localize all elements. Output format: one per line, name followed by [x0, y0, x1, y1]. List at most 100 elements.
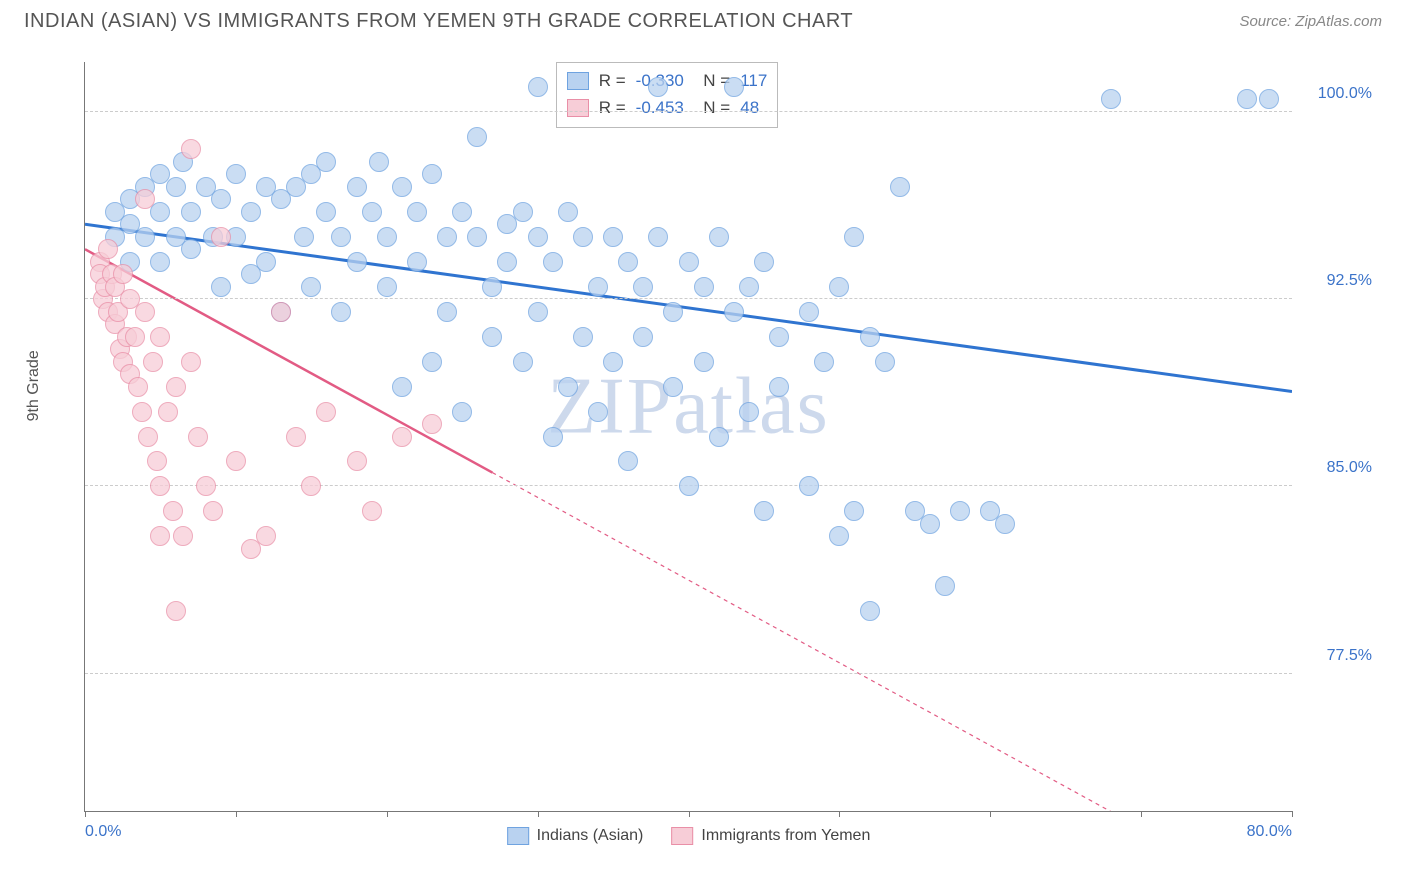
scatter-point: [558, 377, 578, 397]
scatter-point: [528, 227, 548, 247]
scatter-point: [769, 377, 789, 397]
scatter-point: [754, 501, 774, 521]
xtick: [1141, 811, 1142, 817]
scatter-point: [135, 189, 155, 209]
stat-r-label: R =: [599, 67, 626, 94]
scatter-point: [452, 202, 472, 222]
scatter-point: [211, 189, 231, 209]
scatter-point: [331, 227, 351, 247]
scatter-point: [181, 352, 201, 372]
scatter-point: [256, 252, 276, 272]
scatter-point: [679, 476, 699, 496]
scatter-point: [663, 302, 683, 322]
scatter-point: [143, 352, 163, 372]
scatter-point: [392, 177, 412, 197]
scatter-point: [135, 302, 155, 322]
xtick: [1292, 811, 1293, 817]
xtick: [839, 811, 840, 817]
scatter-point: [573, 227, 593, 247]
ytick-label: 77.5%: [1302, 647, 1372, 665]
scatter-point: [150, 252, 170, 272]
scatter-point: [211, 227, 231, 247]
scatter-point: [150, 526, 170, 546]
scatter-point: [377, 227, 397, 247]
scatter-point: [422, 352, 442, 372]
series-swatch: [567, 72, 589, 90]
scatter-point: [113, 264, 133, 284]
xtick: [236, 811, 237, 817]
scatter-point: [739, 277, 759, 297]
scatter-point: [173, 526, 193, 546]
scatter-point: [724, 77, 744, 97]
scatter-point: [362, 501, 382, 521]
stat-n-value: 117: [740, 67, 767, 94]
scatter-point: [347, 451, 367, 471]
gridline-h: [85, 111, 1292, 112]
legend-item: Immigrants from Yemen: [671, 827, 870, 845]
scatter-point: [995, 514, 1015, 534]
scatter-point: [150, 327, 170, 347]
scatter-point: [181, 139, 201, 159]
ytick-label: 100.0%: [1302, 85, 1372, 103]
series-swatch: [567, 99, 589, 117]
ytick-label: 85.0%: [1302, 459, 1372, 477]
scatter-point: [369, 152, 389, 172]
scatter-point: [573, 327, 593, 347]
scatter-point: [392, 427, 412, 447]
legend-label: Immigrants from Yemen: [701, 827, 870, 845]
scatter-point: [407, 202, 427, 222]
scatter-point: [347, 252, 367, 272]
scatter-point: [135, 227, 155, 247]
scatter-point: [362, 202, 382, 222]
stats-legend-box: R =-0.330 N =117R =-0.453 N =48: [556, 62, 779, 128]
scatter-point: [163, 501, 183, 521]
x-max-label: 80.0%: [1247, 823, 1292, 841]
scatter-point: [158, 402, 178, 422]
legend-label: Indians (Asian): [537, 827, 644, 845]
scatter-point: [860, 327, 880, 347]
scatter-point: [844, 501, 864, 521]
scatter-point: [301, 277, 321, 297]
chart-source: Source: ZipAtlas.com: [1239, 13, 1382, 30]
scatter-point: [709, 227, 729, 247]
scatter-point: [125, 327, 145, 347]
scatter-point: [482, 277, 502, 297]
scatter-point: [188, 427, 208, 447]
chart-container: 9th Grade ZIPatlas R =-0.330 N =117R =-0…: [24, 44, 1382, 852]
gridline-h: [85, 673, 1292, 674]
scatter-point: [633, 327, 653, 347]
scatter-point: [694, 352, 714, 372]
scatter-point: [618, 451, 638, 471]
scatter-point: [211, 277, 231, 297]
scatter-point: [482, 327, 502, 347]
scatter-point: [166, 601, 186, 621]
scatter-point: [331, 302, 351, 322]
ytick-label: 92.5%: [1302, 272, 1372, 290]
stats-row: R =-0.453 N =48: [567, 94, 768, 121]
scatter-point: [1101, 89, 1121, 109]
scatter-point: [528, 302, 548, 322]
scatter-point: [513, 352, 533, 372]
scatter-point: [316, 152, 336, 172]
x-min-label: 0.0%: [85, 823, 121, 841]
scatter-point: [347, 177, 367, 197]
scatter-point: [132, 402, 152, 422]
scatter-point: [377, 277, 397, 297]
scatter-point: [844, 227, 864, 247]
stat-n-label: N =: [694, 94, 730, 121]
legend-swatch: [671, 827, 693, 845]
scatter-point: [286, 427, 306, 447]
chart-title: INDIAN (ASIAN) VS IMMIGRANTS FROM YEMEN …: [24, 10, 853, 33]
scatter-point: [226, 164, 246, 184]
scatter-point: [558, 202, 578, 222]
scatter-point: [603, 227, 623, 247]
scatter-point: [543, 252, 563, 272]
plot-area: ZIPatlas R =-0.330 N =117R =-0.453 N =48…: [84, 62, 1292, 812]
scatter-point: [799, 476, 819, 496]
scatter-point: [226, 451, 246, 471]
scatter-point: [392, 377, 412, 397]
stat-n-value: 48: [740, 94, 759, 121]
scatter-point: [799, 302, 819, 322]
scatter-point: [679, 252, 699, 272]
scatter-point: [256, 526, 276, 546]
